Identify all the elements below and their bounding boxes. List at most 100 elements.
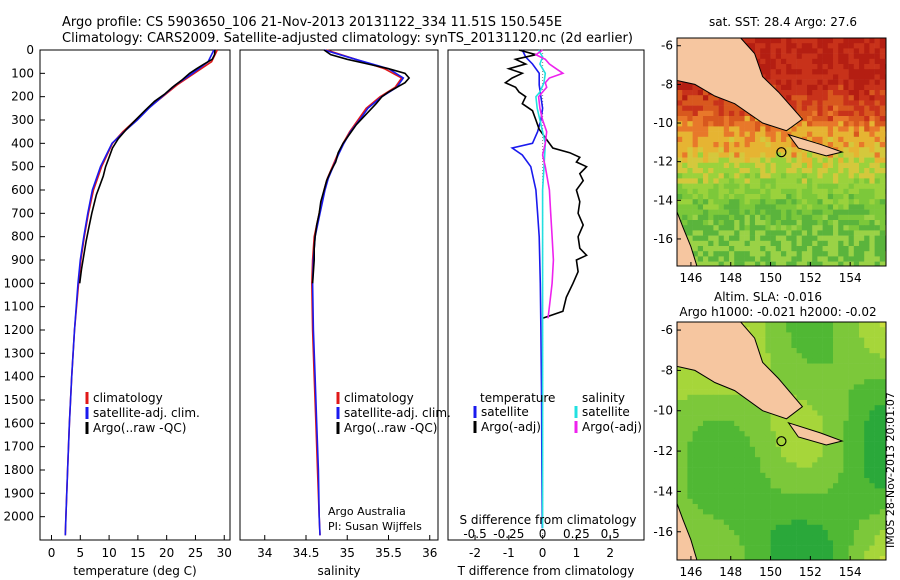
- map-cell: [859, 74, 865, 80]
- map-cell: [812, 173, 818, 179]
- map-cell: [755, 467, 761, 474]
- map-cell: [869, 178, 875, 184]
- map-cell: [713, 488, 719, 494]
- map-cell: [838, 214, 844, 221]
- map-cell: [749, 173, 756, 179]
- map-cell: [687, 225, 693, 231]
- map-cell: [765, 225, 771, 231]
- map-cell: [838, 251, 844, 257]
- map-cell: [744, 509, 751, 515]
- map-cell: [760, 441, 766, 448]
- map-cell: [770, 545, 777, 552]
- map-cell: [833, 74, 839, 80]
- map-cell: [801, 488, 808, 494]
- map-cell: [723, 545, 730, 552]
- map-cell: [817, 556, 823, 560]
- map-cell: [713, 199, 719, 205]
- map-cell: [791, 230, 797, 236]
- map-cell: [869, 337, 875, 344]
- map-cell: [770, 530, 777, 536]
- map-cell: [770, 235, 777, 242]
- map-cell: [723, 400, 730, 406]
- title-line-2: Climatology: CARS2009. Satellite-adjuste…: [62, 31, 633, 46]
- map-cell: [765, 545, 771, 552]
- map-cell: [723, 436, 730, 442]
- map-cell: [692, 384, 699, 390]
- map-cell: [879, 74, 886, 80]
- map-cell: [677, 136, 683, 143]
- map-cell: [781, 348, 787, 354]
- map-cell: [765, 472, 771, 479]
- map-cell: [848, 64, 855, 70]
- map-cell: [703, 110, 709, 117]
- map-cell: [843, 58, 849, 65]
- map-cell: [822, 368, 829, 375]
- map-cell: [879, 530, 886, 536]
- map-cell: [786, 368, 792, 375]
- map-cell: [838, 90, 844, 96]
- map-cell: [843, 38, 849, 44]
- map-cell: [708, 540, 714, 546]
- map-cell: [729, 535, 735, 541]
- map-cell: [812, 519, 818, 526]
- map-cell: [801, 556, 808, 560]
- map-cell: [807, 173, 813, 179]
- map-cell: [879, 550, 886, 557]
- map-cell: [708, 431, 714, 437]
- map-cell: [864, 478, 870, 484]
- x-tick-label: 5: [76, 546, 84, 560]
- map-cell: [859, 431, 865, 437]
- map-cell: [791, 540, 797, 546]
- map-cell: [801, 540, 808, 546]
- map-cell: [791, 209, 797, 216]
- map-cell: [817, 183, 823, 190]
- map-cell: [723, 519, 730, 526]
- map-cell: [853, 204, 860, 210]
- map-cell: [713, 230, 719, 236]
- map-cell: [801, 389, 808, 396]
- map-cell: [879, 84, 886, 91]
- map-cell: [687, 457, 693, 463]
- map-cell: [692, 457, 699, 463]
- map-cell: [744, 410, 751, 416]
- map-cell: [827, 230, 834, 236]
- map-cell: [770, 488, 777, 494]
- map-cell: [791, 530, 797, 536]
- map-cell: [838, 436, 844, 442]
- map-cell: [770, 79, 777, 86]
- map-cell: [869, 400, 875, 406]
- diff-xlabel-top: S difference from climatology: [460, 513, 637, 527]
- map-cell: [682, 410, 688, 416]
- map-cell: [843, 147, 849, 153]
- map-cell: [853, 256, 860, 262]
- map-cell: [874, 415, 881, 422]
- map-cell: [744, 431, 751, 437]
- map-cell: [838, 79, 844, 86]
- map-cell: [744, 214, 751, 221]
- map-cell: [879, 235, 886, 242]
- map-cell: [801, 441, 808, 448]
- map-cell: [781, 483, 787, 489]
- map-cell: [744, 162, 751, 169]
- map-cell: [838, 524, 844, 531]
- map-cell: [775, 545, 782, 552]
- map-cell: [848, 230, 855, 236]
- map-x-tick-label: 150: [759, 271, 782, 285]
- map-cell: [853, 194, 860, 200]
- map-cell: [723, 405, 730, 411]
- map-cell: [734, 441, 740, 448]
- map-cell: [812, 152, 818, 158]
- map-cell: [781, 556, 787, 560]
- map-cell: [749, 168, 756, 174]
- map-cell: [723, 142, 730, 148]
- map-cell: [744, 493, 751, 500]
- map-cell: [755, 415, 761, 422]
- map-cell: [729, 157, 735, 164]
- map-cell: [781, 504, 787, 510]
- map-cell: [739, 545, 745, 552]
- map-cell: [879, 240, 886, 247]
- map-cell: [786, 178, 792, 184]
- map-cell: [848, 530, 855, 536]
- map-cell: [770, 446, 777, 453]
- map-cell: [765, 524, 771, 531]
